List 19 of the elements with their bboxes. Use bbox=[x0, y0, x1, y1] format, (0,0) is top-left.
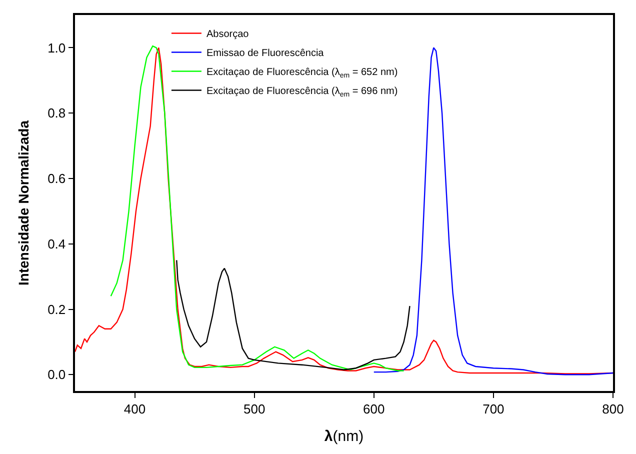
line-series bbox=[176, 260, 410, 370]
legend-label: Emissao de Fluorescência bbox=[206, 48, 324, 60]
line-series bbox=[110, 45, 404, 372]
legend-label: Excitaçao de Fluorescência (λ$_{em}$ = 652 nm) bbox=[206, 67, 398, 80]
x-tick-label: 500 bbox=[243, 401, 266, 416]
legend-label: Excitaçao de Fluorescência (λ$_{em}$ = 696 nm) bbox=[206, 86, 398, 98]
x-tick-label: 700 bbox=[482, 401, 504, 416]
y-tick-label: 0.4 bbox=[48, 236, 66, 252]
y-tick-label: 0.2 bbox=[48, 302, 66, 317]
y-tick-label: 1.0 bbox=[48, 40, 66, 56]
y-axis-title: Intensidade Normalizada bbox=[16, 120, 32, 286]
x-tick-label: 400 bbox=[124, 401, 146, 416]
y-tick-label: 0.8 bbox=[48, 106, 66, 121]
y-tick-label: 0.0 bbox=[48, 367, 66, 382]
x-tick-label: 600 bbox=[363, 401, 385, 416]
y-tick-label: 0.6 bbox=[48, 171, 66, 186]
x-tick-label: 800 bbox=[602, 401, 624, 416]
x-axis-title: λ(nm) bbox=[324, 428, 364, 445]
legend-label: Absorçao bbox=[206, 29, 250, 40]
